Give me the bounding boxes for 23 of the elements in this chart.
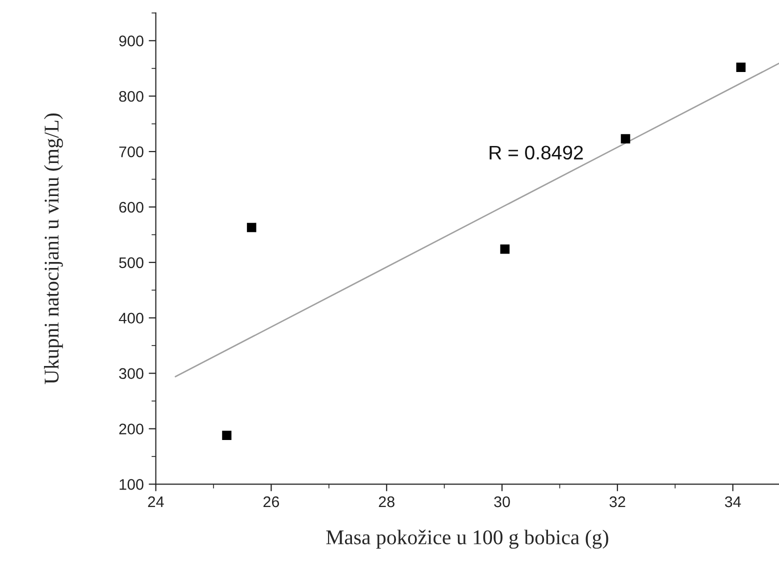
x-tick-label: 34 (724, 496, 741, 508)
y-tick-label: 900 (119, 36, 144, 46)
y-tick-label: 400 (118, 312, 144, 324)
y-axis-title: Ukupni natocijani u vinu (mg/L) (44, 114, 63, 384)
y-tick-label: 200 (119, 424, 144, 434)
point (620, 134, 630, 144)
x-tick-label: 24 (148, 496, 164, 508)
annotation: R = 0.8492 (490, 146, 583, 160)
x-tick-label: 32 (610, 496, 626, 508)
y-tick-label: 300 (119, 368, 144, 379)
y-tick-label: 600 (119, 202, 144, 213)
y-tick-label: 100 (120, 479, 144, 490)
x-tick-label: 26 (263, 496, 280, 508)
x-tick-label: 28 (378, 496, 394, 508)
y-tick-label: 800 (119, 90, 144, 102)
x-axis-title: Masa pokožice u 100 g bobica (g) (326, 530, 608, 549)
point (222, 430, 232, 440)
point (736, 62, 746, 72)
point (500, 244, 510, 254)
y-tick-label: 500 (119, 257, 144, 268)
y-tick-label: 700 (119, 146, 144, 158)
x-tick-label: 30 (494, 496, 510, 508)
point (246, 222, 256, 232)
